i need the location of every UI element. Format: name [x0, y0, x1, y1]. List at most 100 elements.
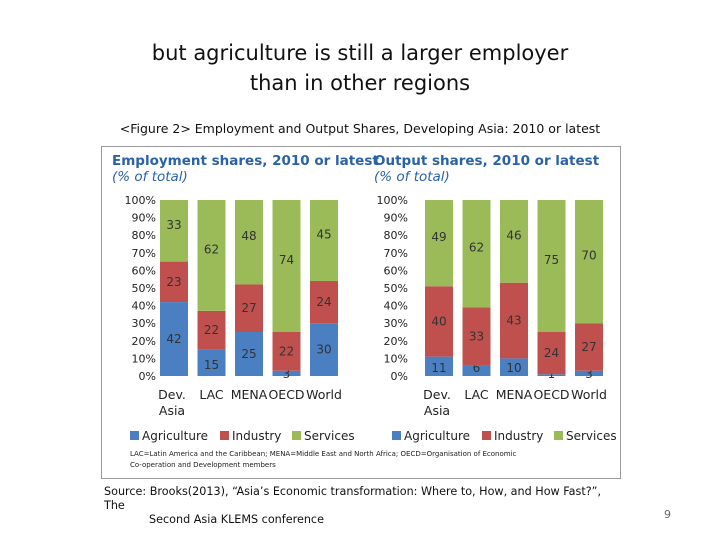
output-bar-agriculture-oecd — [537, 374, 566, 376]
employment-bar-agriculture-mena — [235, 332, 263, 376]
employment-y-tick-label: 30% — [132, 317, 156, 330]
employment-y-tick-label: 80% — [132, 229, 156, 242]
output-bar-services-dev — [425, 200, 453, 287]
output-chart-subtitle: (% of total) — [374, 169, 450, 185]
employment-y-tick-label: 50% — [132, 282, 156, 295]
employment-x-tick-label: Asia — [159, 403, 185, 418]
output-legend-swatch-agriculture — [392, 431, 401, 440]
output-legend-label-services: Services — [566, 429, 617, 443]
employment-data-label: 74 — [279, 253, 294, 267]
employment-bar-agriculture-oecd — [272, 370, 301, 376]
employment-data-label: 33 — [166, 218, 181, 232]
employment-x-tick-label: Dev. — [158, 387, 186, 402]
output-y-tick-label: 50% — [384, 282, 408, 295]
employment-data-label: 22 — [279, 344, 294, 358]
employment-data-label: 48 — [241, 229, 256, 243]
employment-y-tick-label: 10% — [132, 352, 156, 365]
employment-legend-label-services: Services — [304, 429, 355, 443]
employment-bar-services-lac — [197, 200, 226, 311]
employment-legend-label-agriculture: Agriculture — [142, 429, 208, 443]
output-y-tick-label: 100% — [377, 194, 408, 207]
output-bar-agriculture-world — [575, 370, 603, 376]
employment-chart-subtitle: (% of total) — [112, 169, 188, 185]
output-x-tick-label: OECD — [533, 387, 569, 402]
employment-y-tick-label: 70% — [132, 247, 156, 260]
employment-bar-agriculture-dev — [160, 302, 188, 376]
output-legend-label-industry: Industry — [494, 429, 543, 443]
employment-bar-industry-world — [310, 280, 338, 324]
employment-y-tick-label: 100% — [125, 194, 156, 207]
output-y-tick-label: 90% — [384, 212, 408, 225]
output-y-tick-label: 60% — [384, 264, 408, 277]
output-bar-services-world — [575, 200, 603, 324]
employment-y-tick-label: 0% — [139, 370, 156, 383]
employment-data-label: 3 — [283, 367, 291, 381]
output-data-label: 10 — [506, 361, 521, 375]
employment-x-tick-label: World — [306, 387, 342, 402]
output-bar-agriculture-lac — [462, 365, 491, 376]
source-note: Source: Brooks(2013), “Asia’s Economic t… — [104, 485, 624, 527]
figure-panel: Employment shares, 2010 or latest (% of t… — [101, 146, 621, 479]
employment-data-label: 27 — [241, 301, 256, 315]
output-bar-services-lac — [462, 200, 491, 308]
output-data-label: 11 — [431, 361, 446, 375]
employment-data-label: 25 — [241, 347, 256, 361]
output-bar-industry-oecd — [537, 332, 566, 375]
output-legend-swatch-services — [554, 431, 563, 440]
employment-bar-industry-mena — [235, 284, 263, 332]
output-y-tick-label: 0% — [391, 370, 408, 383]
output-data-label: 33 — [469, 329, 484, 343]
output-bar-agriculture-mena — [500, 358, 528, 376]
employment-bar-agriculture-lac — [197, 349, 226, 376]
employment-data-label: 62 — [204, 242, 219, 256]
output-data-label: 70 — [581, 249, 596, 263]
output-data-label: 43 — [506, 314, 521, 328]
output-data-label: 62 — [469, 241, 484, 255]
output-x-tick-label: LAC — [464, 387, 489, 402]
employment-data-label: 45 — [316, 227, 331, 241]
output-bar-industry-world — [575, 323, 603, 371]
employment-bar-services-mena — [235, 200, 263, 285]
page-number: 9 — [664, 508, 671, 521]
output-y-tick-label: 10% — [384, 352, 408, 365]
output-data-label: 24 — [544, 346, 559, 360]
employment-x-tick-label: LAC — [199, 387, 224, 402]
output-bar-industry-dev — [425, 286, 453, 357]
employment-bar-industry-lac — [197, 310, 226, 350]
employment-legend-label-industry: Industry — [232, 429, 281, 443]
employment-chart-title: Employment shares, 2010 or latest — [112, 153, 379, 169]
output-x-tick-label: World — [571, 387, 607, 402]
figure-caption: <Figure 2> Employment and Output Shares,… — [119, 121, 601, 136]
output-data-label: 6 — [473, 361, 481, 375]
employment-y-tick-label: 20% — [132, 335, 156, 348]
figure-footnote-line-1: LAC=Latin America and the Caribbean; MEN… — [130, 450, 517, 458]
output-bar-industry-mena — [500, 282, 528, 359]
source-line-1: Source: Brooks(2013), “Asia’s Economic t… — [104, 485, 602, 512]
employment-y-tick-label: 90% — [132, 212, 156, 225]
slide-title-line-1: but agriculture is still a larger employ… — [151, 41, 569, 65]
output-x-tick-label: MENA — [496, 387, 533, 402]
output-bar-services-oecd — [537, 200, 566, 332]
employment-bar-services-dev — [160, 200, 188, 262]
source-line-2: Second Asia KLEMS conference — [149, 513, 324, 526]
output-legend-swatch-industry — [482, 431, 491, 440]
employment-data-label: 15 — [204, 358, 219, 372]
output-legend-label-agriculture: Agriculture — [404, 429, 470, 443]
chart-figure: Employment shares, 2010 or latest(% of t… — [112, 153, 617, 469]
employment-data-label: 22 — [204, 323, 219, 337]
employment-bar-agriculture-world — [310, 323, 338, 376]
output-x-tick-label: Asia — [424, 403, 450, 418]
output-data-label: 75 — [544, 253, 559, 267]
output-bar-industry-lac — [462, 307, 491, 366]
employment-bar-industry-dev — [160, 261, 188, 303]
output-y-tick-label: 20% — [384, 335, 408, 348]
figure-footnote-line-2: Co-operation and Development members — [130, 461, 276, 469]
employment-legend-swatch-services — [292, 431, 301, 440]
output-data-label: 27 — [581, 340, 596, 354]
slide-title: but agriculture is still a larger employ… — [60, 38, 660, 98]
output-data-label: 3 — [585, 367, 593, 381]
employment-data-label: 30 — [316, 343, 331, 357]
employment-bar-services-world — [310, 200, 338, 281]
employment-y-tick-label: 60% — [132, 264, 156, 277]
output-y-tick-label: 40% — [384, 300, 408, 313]
